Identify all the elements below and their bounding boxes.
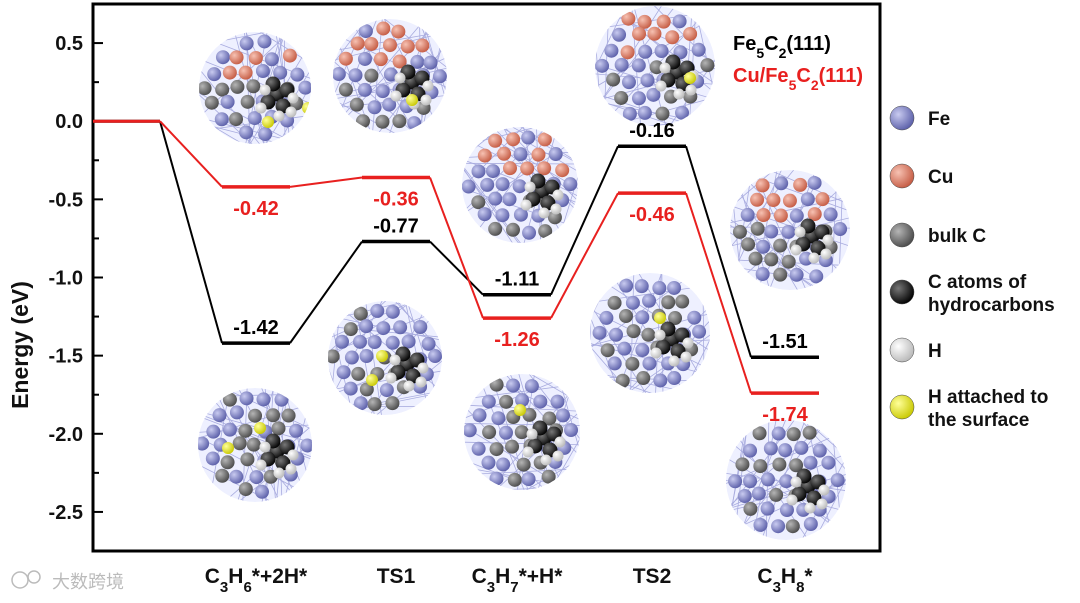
- surface-structure-image: [462, 127, 578, 243]
- surface-structure-image: [333, 19, 447, 133]
- connector-line: [685, 145, 752, 358]
- series-legend-entry: Fe5C2(111): [733, 33, 831, 61]
- value-label: -0.36: [373, 188, 419, 210]
- atom-legend: Fe Cu bulk C C atoms of hydrocarbons H H attac…: [889, 105, 1055, 431]
- atom-legend-label: C atoms of hydrocarbons: [928, 272, 1055, 316]
- atom-legend-label: H attached to the surface: [928, 387, 1048, 431]
- series-lines: -1.42 -0.77 -1.11 -0.16 -1.51 -0.42 -0.36 -1.26…: [93, 119, 819, 426]
- y-tick-label: -2.5: [49, 502, 83, 524]
- surface-structure-image: [198, 388, 312, 502]
- series-legend: Fe5C2(111) Cu/Fe5C2(111): [733, 33, 863, 93]
- y-axis-label: Energy (eV): [7, 281, 33, 409]
- value-label: -0.42: [233, 198, 279, 220]
- atom-legend-label: Fe: [928, 109, 950, 130]
- atom-legend-label: H: [928, 341, 942, 362]
- x-category-label: C3H8*: [757, 565, 813, 596]
- y-axis: 0.5 0.0 -0.5 -1.0 -1.5 -2.0 -2.5: [49, 3, 103, 552]
- hydrocarbon-c-atom-icon: [889, 279, 915, 305]
- value-label: -1.26: [494, 329, 540, 351]
- value-label: -1.74: [762, 404, 808, 426]
- watermark-logo-icon: [11, 570, 41, 589]
- value-label: -0.46: [629, 204, 675, 226]
- surface-h-atom-icon: [889, 394, 915, 420]
- watermark-text: 大数跨境: [52, 572, 124, 592]
- x-category-label: TS2: [633, 565, 672, 588]
- connector-line: [685, 192, 752, 394]
- series-legend-entry: Cu/Fe5C2(111): [733, 65, 863, 93]
- fe-atom-icon: [889, 105, 915, 131]
- y-tick-label: -0.5: [49, 189, 83, 211]
- y-tick-label: -1.0: [49, 268, 83, 290]
- connector-line: [429, 177, 484, 319]
- series-fe5c2: -1.42 -0.77 -1.11 -0.16 -1.51: [93, 119, 819, 359]
- connector-line: [289, 240, 363, 344]
- connector-line: [289, 176, 363, 188]
- surface-structure-image: [199, 32, 311, 144]
- surface-structure-image: [464, 374, 580, 490]
- x-category-label: TS1: [377, 565, 416, 588]
- connector-line: [159, 120, 223, 344]
- y-tick-label: -2.0: [49, 424, 83, 446]
- surface-structure-image: [730, 170, 850, 290]
- surface-structure-images: [198, 6, 850, 540]
- connector-line: [159, 120, 223, 188]
- surface-structure-image: [328, 301, 442, 415]
- surface-structure-image: [726, 420, 846, 540]
- atom-legend-label: bulk C: [928, 226, 986, 247]
- value-label: -1.51: [762, 331, 808, 353]
- h-atom-icon: [889, 337, 915, 363]
- value-label: -1.11: [495, 269, 539, 291]
- x-axis: C3H6*+2H* TS1 C3H7*+H* TS2 C3H8*: [205, 565, 814, 596]
- atom-legend-label: Cu: [928, 167, 953, 188]
- value-label: -1.42: [233, 317, 279, 339]
- y-tick-label: 0.5: [55, 33, 83, 55]
- surface-structure-image: [595, 6, 715, 126]
- connector-line: [550, 145, 619, 296]
- x-category-label: C3H6*+2H*: [205, 565, 308, 596]
- y-tick-label: -1.5: [49, 346, 83, 368]
- connector-line: [550, 192, 619, 319]
- value-label: -0.16: [629, 120, 675, 142]
- value-label: -0.77: [373, 216, 419, 238]
- surface-structure-image: [590, 273, 710, 393]
- bulk-c-atom-icon: [889, 222, 915, 248]
- series-cu-fe5c2: -0.42 -0.36 -1.26 -0.46 -1.74: [93, 119, 819, 426]
- cu-atom-icon: [889, 163, 915, 189]
- y-tick-label: 0.0: [55, 111, 83, 133]
- x-category-label: C3H7*+H*: [472, 565, 564, 596]
- connector-line: [429, 240, 484, 296]
